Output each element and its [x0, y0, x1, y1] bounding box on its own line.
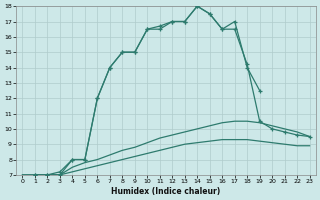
X-axis label: Humidex (Indice chaleur): Humidex (Indice chaleur)	[111, 187, 221, 196]
